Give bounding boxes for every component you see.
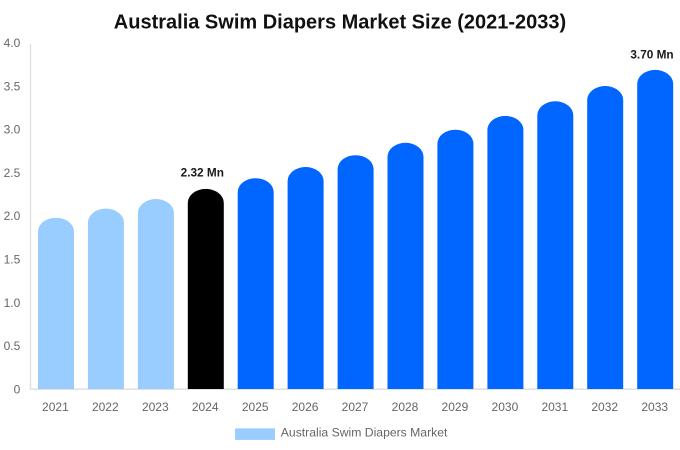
svg-text:2026: 2026 [292,400,319,414]
svg-text:1.0: 1.0 [4,296,21,310]
svg-text:2028: 2028 [392,400,419,414]
svg-text:4.0: 4.0 [4,36,21,50]
svg-text:2.5: 2.5 [4,166,21,180]
svg-text:2030: 2030 [492,400,519,414]
svg-text:2.0: 2.0 [4,209,21,223]
svg-text:2021: 2021 [42,400,69,414]
svg-text:2022: 2022 [92,400,119,414]
svg-text:1.5: 1.5 [4,253,21,267]
svg-text:2033: 2033 [641,400,668,414]
svg-text:2029: 2029 [442,400,469,414]
svg-text:2031: 2031 [541,400,568,414]
svg-text:2025: 2025 [242,400,269,414]
svg-text:Australia Swim Diapers Market: Australia Swim Diapers Market Size (2021… [114,11,566,33]
svg-text:0.5: 0.5 [4,339,21,353]
svg-text:2024: 2024 [192,400,219,414]
svg-text:2023: 2023 [142,400,169,414]
svg-text:3.70 Mn: 3.70 Mn [630,47,673,61]
svg-text:2027: 2027 [342,400,369,414]
svg-text:3.5: 3.5 [4,79,21,93]
svg-text:Australia Swim Diapers Market: Australia Swim Diapers Market [281,426,448,440]
svg-text:2.32 Mn: 2.32 Mn [181,166,224,180]
svg-text:2032: 2032 [591,400,618,414]
svg-text:3.0: 3.0 [4,123,21,137]
svg-text:0: 0 [14,382,21,396]
